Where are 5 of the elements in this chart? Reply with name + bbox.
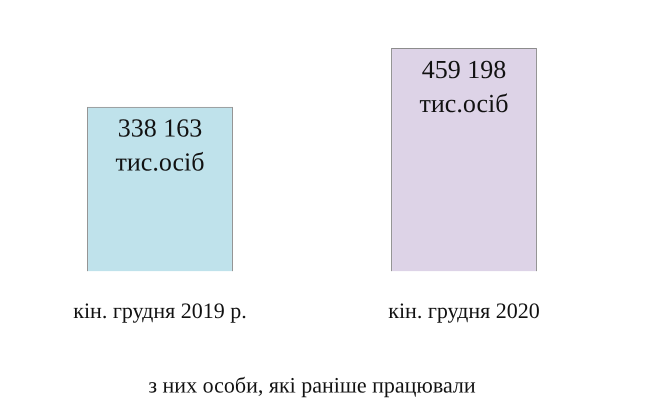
x-axis-title: з них особи, які раніше працювали xyxy=(148,372,476,398)
data-label: 459 198 тис.осіб xyxy=(420,54,508,118)
x-tick-label: кін. грудня 2020 xyxy=(388,298,540,324)
data-label: 338 163 тис.осіб xyxy=(116,114,204,177)
x-tick-label: кін. грудня 2019 р. xyxy=(73,298,247,324)
